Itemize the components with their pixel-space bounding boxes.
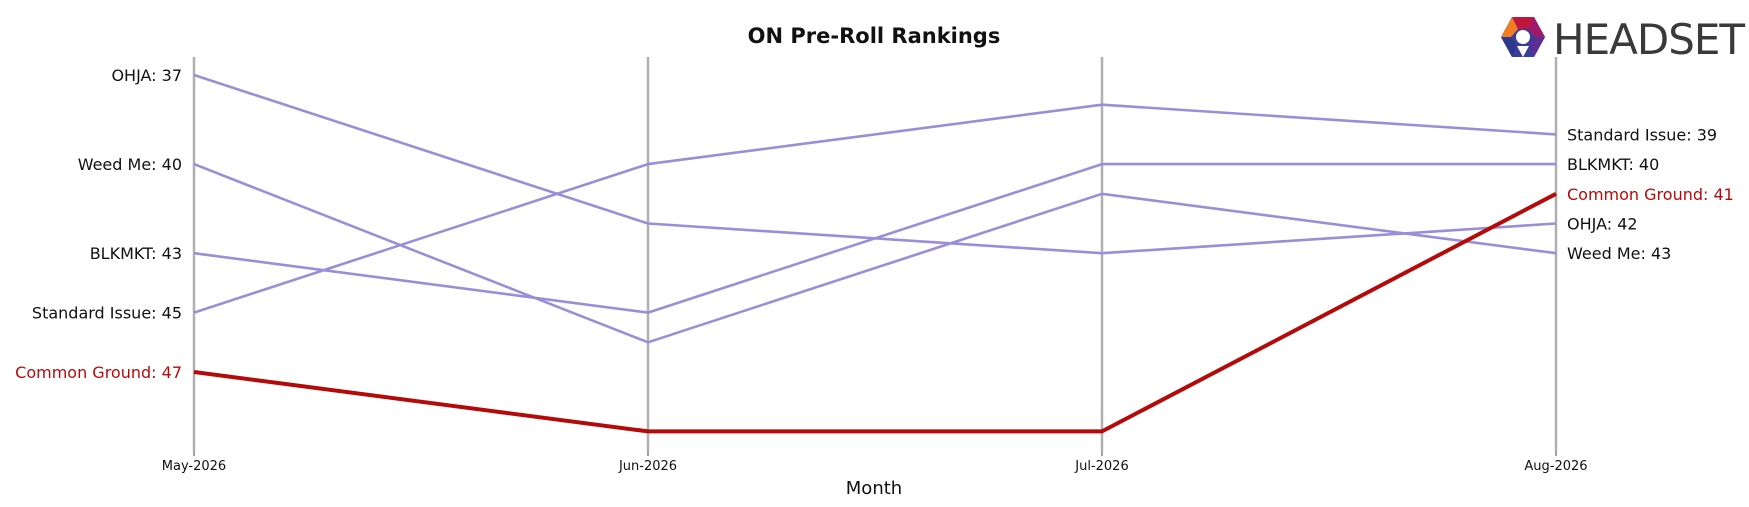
left-label-ohja: OHJA: 37	[111, 66, 182, 85]
x-axis-label: Month	[846, 478, 902, 499]
right-label-ohja: OHJA: 42	[1567, 215, 1638, 234]
right-label-blkmkt: BLKMKT: 40	[1567, 155, 1659, 174]
series-line-blkmkt	[193, 162, 1556, 314]
right-label-weed-me: Weed Me: 43	[1567, 244, 1671, 263]
right-rank-labels: Standard Issue: 39 BLKMKT: 40 Common Groun…	[1567, 125, 1734, 263]
headset-logo: HEADSET	[1501, 15, 1746, 64]
right-label-common-ground: Common Ground: 41	[1567, 185, 1734, 204]
headset-logo-text: HEADSET	[1553, 15, 1745, 64]
x-tick-label: Jul-2026	[1074, 459, 1128, 474]
grid-lines	[192, 57, 1558, 456]
x-tick-label: Jun-2026	[618, 459, 677, 474]
left-rank-labels: OHJA: 37 Weed Me: 40 BLKMKT: 43 Standard Is…	[15, 66, 182, 382]
right-label-standard-issue: Standard Issue: 39	[1567, 125, 1717, 144]
headset-logo-mark	[1501, 17, 1545, 57]
series-line-common-ground	[193, 192, 1557, 434]
chart-title: ON Pre-Roll Rankings	[748, 24, 1001, 48]
left-label-blkmkt: BLKMKT: 43	[90, 244, 182, 263]
x-tick-labels: May-2026 Jun-2026 Jul-2026 Aug-2026	[162, 459, 1588, 474]
x-tick-label: May-2026	[162, 459, 226, 474]
left-label-common-ground: Common Ground: 47	[15, 363, 182, 382]
x-tick-label: Aug-2026	[1524, 459, 1587, 474]
series-lines	[193, 73, 1557, 434]
series-line-standard-issue	[193, 103, 1557, 314]
series-line-weed-me	[193, 162, 1557, 344]
left-label-standard-issue: Standard Issue: 45	[32, 304, 182, 323]
left-label-weed-me: Weed Me: 40	[78, 155, 182, 174]
